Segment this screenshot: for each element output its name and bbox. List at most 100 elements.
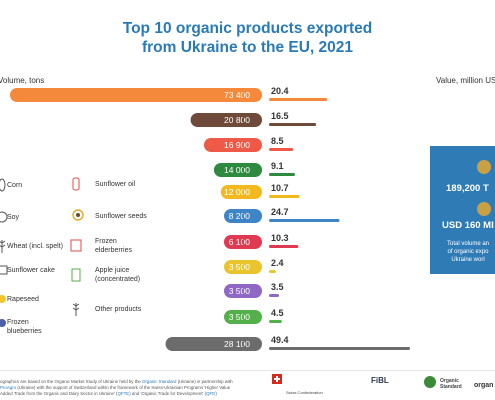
volume-bar-2 <box>203 138 262 152</box>
other-products-icon <box>68 301 84 317</box>
value-label-7: 2.4 <box>271 258 284 268</box>
legend-frozen-blueberries-line2: blueberries <box>7 327 42 335</box>
volume-label-6: 6 100 <box>229 237 251 247</box>
legend-apple-juice: Apple juice (concentrated) <box>95 267 140 284</box>
footer-line3c: ) and 'Organic Trade for Development' ( <box>129 391 207 396</box>
legend-frozen-elderberries: Frozen elderberries <box>95 238 132 255</box>
chart-title-line-2: from Ukraine to the EU, 2021 <box>141 39 354 56</box>
value-label-8: 3.5 <box>271 282 284 292</box>
legend-sunflower-cake: Sunflower cake <box>7 267 55 274</box>
row-icon-9 <box>242 311 254 323</box>
corn-icon <box>0 177 10 193</box>
value-bar-3 <box>269 173 295 176</box>
value-bar-10 <box>269 347 410 350</box>
legend-other-products: Other products <box>95 306 142 313</box>
apple-juice-icon <box>68 266 84 282</box>
value-label-9: 4.5 <box>271 308 284 318</box>
legend-frozen-blueberries-line1: Frozen <box>7 319 29 326</box>
volume-label-9: 3 500 <box>229 312 251 322</box>
organic-standard-icon <box>424 376 436 388</box>
footer-note: ographics are based on the Organic Marke… <box>0 379 262 397</box>
value-label-6: 10.3 <box>271 233 289 243</box>
row-icon-0 <box>242 89 254 101</box>
organic-standard-text: Organic Standard <box>440 378 462 390</box>
footer-line1c: (Ukraine) in partnership with <box>176 379 233 384</box>
value-label-1: 16.5 <box>271 111 289 121</box>
legend-frozen-blueberries: Frozen blueberries <box>7 319 42 336</box>
value-label-5: 24.7 <box>271 207 289 217</box>
footer-line2b: (Ukraine) with the support of Switzerlan… <box>16 385 231 390</box>
link-organic-standard[interactable]: Organic Standard <box>142 379 177 384</box>
swiss-logo: Swiss Confederation <box>272 374 323 395</box>
legend-wheat: Wheat (incl. spelt) <box>7 243 64 250</box>
link-proagro[interactable]: ProAgro <box>0 385 17 390</box>
value-label-4: 10.7 <box>271 183 289 193</box>
volume-bar-3 <box>213 163 262 177</box>
footer-line3e: ) <box>215 391 217 396</box>
legend-apple-juice-line2: (concentrated) <box>95 275 141 283</box>
swiss-flag-icon <box>272 374 282 384</box>
row-icon-7 <box>242 261 254 273</box>
volume-label-7: 3 500 <box>229 262 251 272</box>
total-usd: USD 160 MI <box>442 220 494 231</box>
value-bar-1 <box>269 123 317 126</box>
value-bar-5 <box>269 219 340 222</box>
fibl-logo: FiBL <box>371 376 389 385</box>
left-axis-label: Volume, tons <box>0 76 45 85</box>
coins-icon <box>477 202 491 216</box>
legend-corn: Corn <box>7 182 23 189</box>
panel-note-line1: Total volume an <box>446 241 490 247</box>
organic-standard-logo: Organic Standard <box>424 376 462 390</box>
row-icon-3 <box>242 164 254 176</box>
money-bag-icon <box>477 160 491 174</box>
totals-panel: 189,200 T USD 160 MI Total volume an of … <box>430 146 495 274</box>
footer-divider <box>0 370 495 371</box>
soy-icon <box>0 209 10 225</box>
value-bar-7 <box>269 270 276 273</box>
volume-label-5: 8 200 <box>229 211 251 221</box>
volume-label-1: 20 800 <box>224 115 250 125</box>
value-bar-9 <box>269 320 282 323</box>
volume-label-8: 3 500 <box>229 286 251 296</box>
panel-note-line2: of organic expo <box>447 249 489 255</box>
os-line1: Organic <box>440 378 459 384</box>
legend-rapeseed: Rapeseed <box>7 296 39 303</box>
row-icon-8 <box>242 285 254 297</box>
volume-bar-10 <box>165 337 262 351</box>
value-label-0: 20.4 <box>271 86 289 96</box>
value-bar-4 <box>269 195 300 198</box>
row-icon-5 <box>242 210 254 222</box>
panel-note-line3: Ukraine worl <box>451 257 485 263</box>
row-icon-4 <box>242 186 254 198</box>
os-line2: Standard <box>440 384 462 390</box>
footer-line3a: Added Trade from the Organic and Dairy S… <box>0 391 118 396</box>
link-qfte[interactable]: QFTE <box>117 391 130 396</box>
organic-logo-cut: organ <box>474 382 494 389</box>
footer-line1a: ographics are based on the Organic Marke… <box>0 379 143 384</box>
sunflower-oil-icon <box>68 175 84 191</box>
blueberry-icon <box>0 314 10 330</box>
swiss-logo-text: Swiss Confederation <box>286 390 323 395</box>
value-label-10: 49.4 <box>271 335 289 345</box>
row-icon-1 <box>242 114 254 126</box>
volume-label-2: 16 900 <box>224 140 250 150</box>
legend-apple-juice-line1: Apple juice <box>95 267 130 274</box>
row-icon-6 <box>242 236 254 248</box>
value-bar-8 <box>269 294 279 297</box>
volume-label-3: 14 000 <box>224 165 250 175</box>
panel-note: Total volume an of organic expo Ukraine … <box>436 240 495 264</box>
row-icon-2 <box>242 139 254 151</box>
wheat-icon <box>0 238 10 254</box>
link-qfd[interactable]: QFD <box>206 391 216 396</box>
right-axis-label: Value, million USD <box>436 76 495 85</box>
volume-label-10: 28 100 <box>224 339 250 349</box>
volume-label-0: 73 400 <box>224 90 250 100</box>
legend-sunflower-oil: Sunflower oil <box>95 181 136 188</box>
value-bar-6 <box>269 245 299 248</box>
total-tons: 189,200 T <box>446 183 489 194</box>
rapeseed-icon <box>0 291 10 307</box>
sunflower-cake-icon <box>0 262 10 278</box>
elderberries-icon <box>68 237 84 253</box>
value-bar-0 <box>269 98 328 101</box>
